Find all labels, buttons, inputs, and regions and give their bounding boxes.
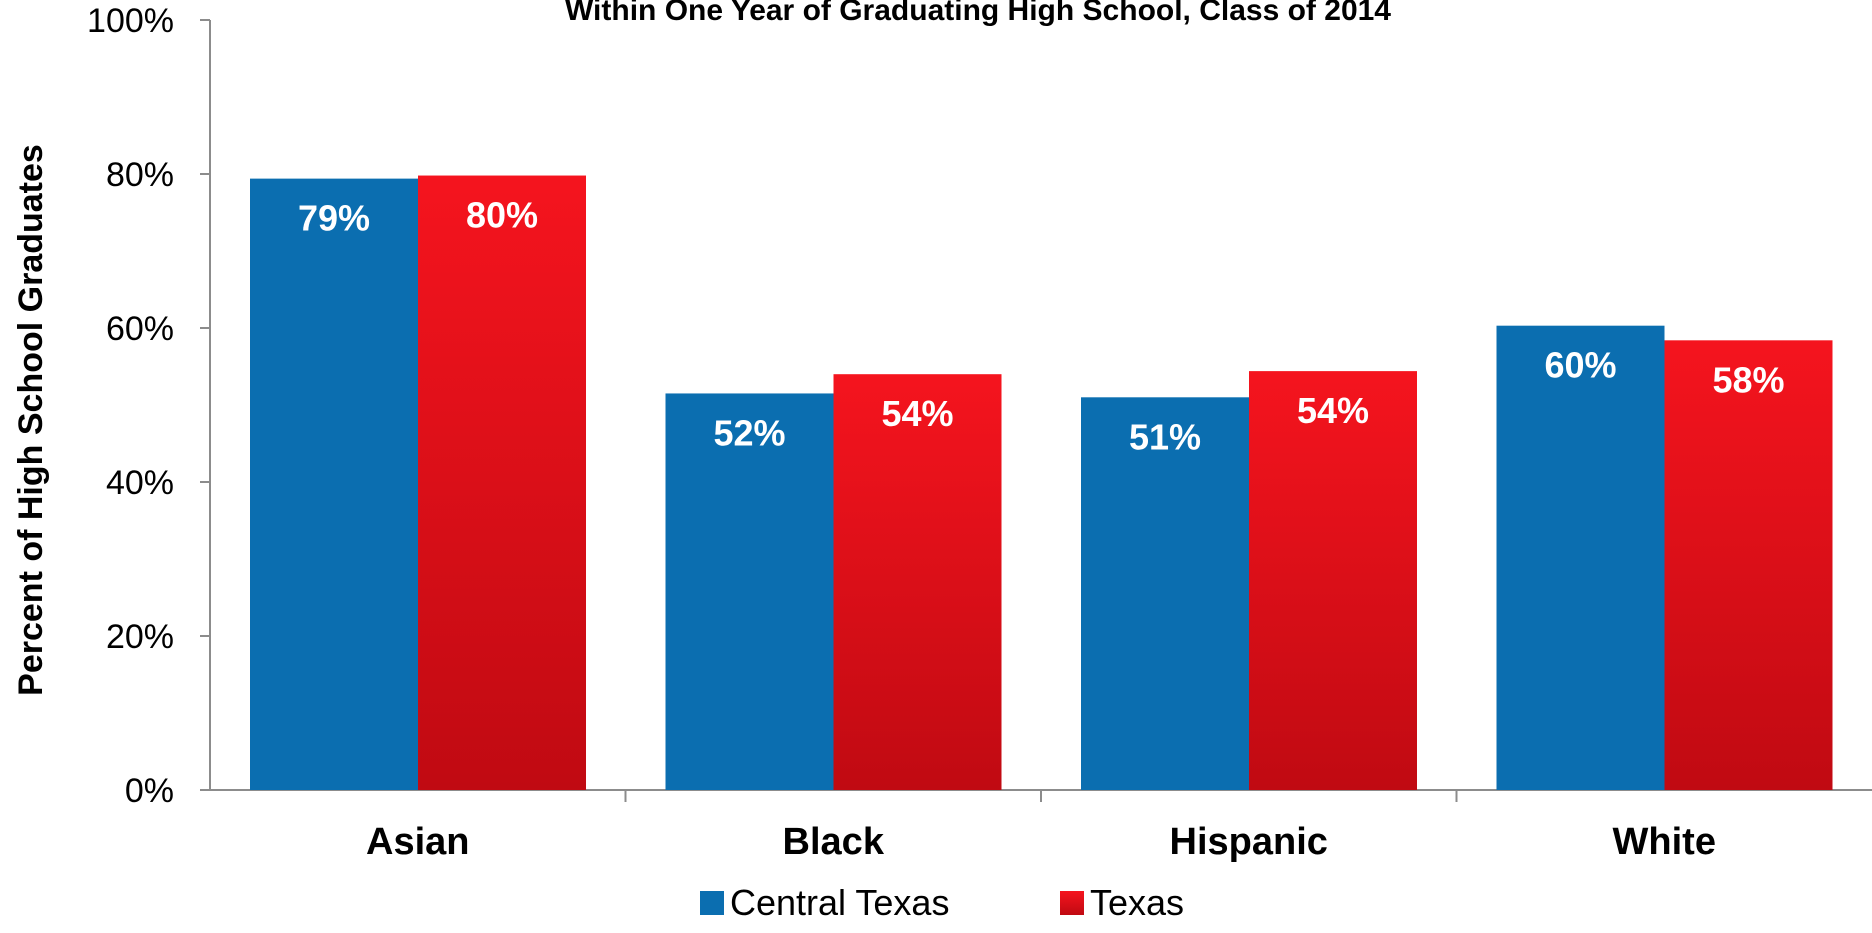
bar-value-label: 60%: [1544, 345, 1616, 386]
y-tick-label: 100%: [87, 2, 174, 40]
x-category-label: Hispanic: [1170, 821, 1328, 863]
y-axis-title: Percent of High School Graduates: [12, 144, 50, 696]
bar-value-label: 52%: [713, 412, 785, 453]
x-category-label: Black: [783, 821, 885, 863]
bar-value-label: 54%: [1297, 390, 1369, 431]
bar-central-texas: [1081, 397, 1249, 790]
bar-value-label: 51%: [1129, 416, 1201, 457]
bar-texas: [418, 175, 586, 791]
legend-swatch: [700, 891, 724, 915]
plot-area: 0% 20% 40% 60% 80% 100% Asian 79% 80% Black 52% 54%…: [87, 2, 1872, 863]
y-tick-label: 20%: [106, 618, 174, 656]
x-category-label: White: [1613, 821, 1716, 863]
bar-value-label: 54%: [881, 393, 953, 434]
legend: Central Texas Texas: [700, 882, 1184, 923]
chart-title: Within One Year of Graduating High Schoo…: [565, 0, 1391, 27]
legend-label: Texas: [1090, 882, 1184, 923]
bar-texas: [1249, 371, 1417, 790]
bar-central-texas: [250, 178, 418, 790]
legend-label: Central Texas: [730, 882, 949, 923]
bar-texas: [1664, 340, 1833, 790]
x-category-label: Asian: [366, 821, 469, 863]
legend-swatch: [1060, 891, 1084, 915]
y-tick-label: 60%: [106, 310, 174, 348]
bar-value-label: 80%: [466, 195, 538, 236]
y-tick-label: 80%: [106, 156, 174, 194]
y-tick-label: 40%: [106, 464, 174, 502]
bar-value-label: 58%: [1712, 359, 1784, 400]
y-tick-label: 0%: [125, 772, 174, 810]
bar-central-texas: [665, 393, 834, 790]
bar-central-texas: [1496, 325, 1665, 790]
bar-texas: [833, 374, 1002, 790]
bar-value-label: 79%: [298, 198, 370, 239]
